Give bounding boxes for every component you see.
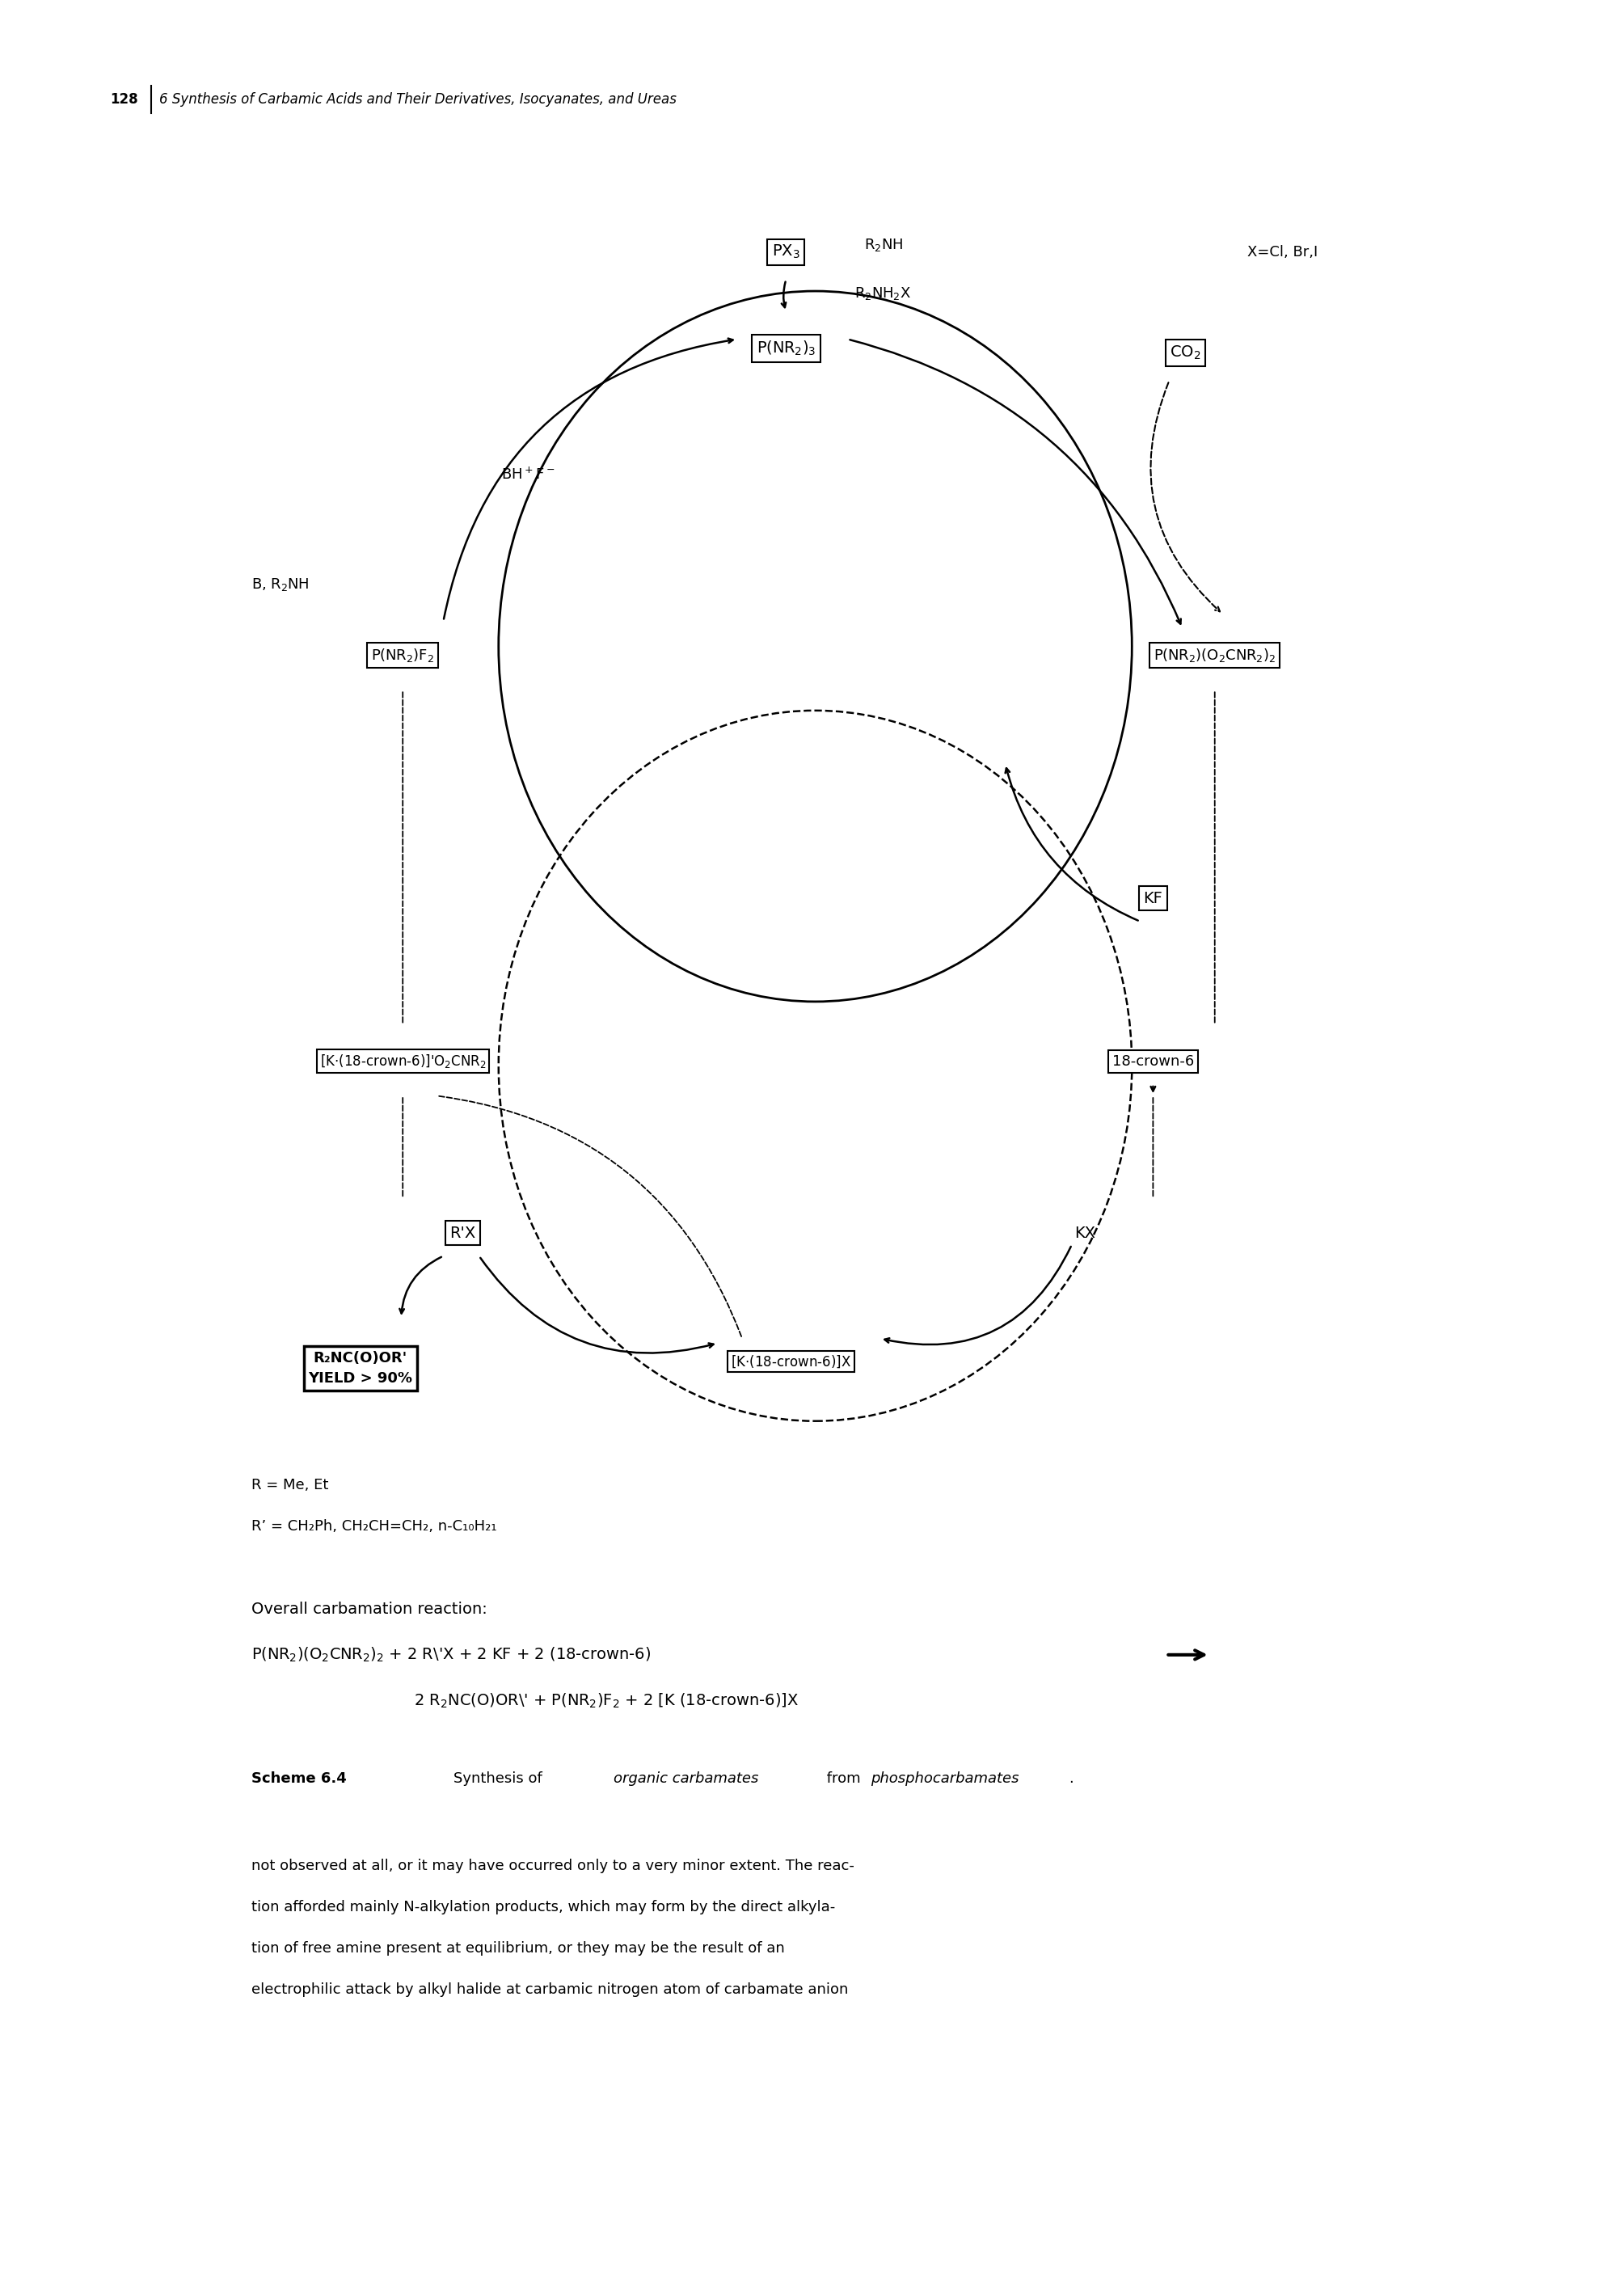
Text: not observed at all, or it may have occurred only to a very minor extent. The re: not observed at all, or it may have occu… <box>252 1859 854 1873</box>
Text: B, R$_2$NH: B, R$_2$NH <box>252 575 310 594</box>
Text: 2 R$_2$NC(O)OR\' + P(NR$_2$)F$_2$ + 2 [K (18-crown-6)]X: 2 R$_2$NC(O)OR\' + P(NR$_2$)F$_2$ + 2 [K… <box>414 1691 799 1710</box>
Text: P(NR$_2$)(O$_2$CNR$_2$)$_2$ + 2 R\'X + 2 KF + 2 (18-crown-6): P(NR$_2$)(O$_2$CNR$_2$)$_2$ + 2 R\'X + 2… <box>252 1646 651 1664</box>
Text: 18-crown-6: 18-crown-6 <box>1112 1054 1194 1068</box>
Text: X=Cl, Br,I: X=Cl, Br,I <box>1247 245 1317 259</box>
Text: electrophilic attack by alkyl halide at carbamic nitrogen atom of carbamate anio: electrophilic attack by alkyl halide at … <box>252 1983 849 1996</box>
Text: P(NR$_2$)$_3$: P(NR$_2$)$_3$ <box>757 339 815 358</box>
Text: organic carbamates: organic carbamates <box>614 1772 758 1785</box>
Text: R$_2$NH: R$_2$NH <box>864 236 903 254</box>
Text: R$_2$NH$_2$X: R$_2$NH$_2$X <box>854 284 911 303</box>
Text: P(NR$_2$)(O$_2$CNR$_2$)$_2$: P(NR$_2$)(O$_2$CNR$_2$)$_2$ <box>1153 646 1276 665</box>
Text: phosphocarbamates: phosphocarbamates <box>870 1772 1018 1785</box>
Text: BH$^+$F$^-$: BH$^+$F$^-$ <box>502 468 554 481</box>
Text: from: from <box>822 1772 866 1785</box>
Text: [K$\cdot$(18-crown-6)]X: [K$\cdot$(18-crown-6)]X <box>731 1355 851 1368</box>
Text: Scheme 6.4: Scheme 6.4 <box>252 1772 348 1785</box>
Text: KF: KF <box>1143 892 1163 905</box>
Text: 6 Synthesis of Carbamic Acids and Their Derivatives, Isocyanates, and Ureas: 6 Synthesis of Carbamic Acids and Their … <box>159 92 677 108</box>
Text: tion afforded mainly N-alkylation products, which may form by the direct alkyla-: tion afforded mainly N-alkylation produc… <box>252 1900 836 1914</box>
Text: PX$_3$: PX$_3$ <box>771 243 801 261</box>
Text: R = Me, Et: R = Me, Et <box>252 1478 328 1492</box>
Text: KX: KX <box>1075 1226 1095 1240</box>
Text: Overall carbamation reaction:: Overall carbamation reaction: <box>252 1602 487 1616</box>
Text: [K$\cdot$(18-crown-6)]'O$_2$CNR$_2$: [K$\cdot$(18-crown-6)]'O$_2$CNR$_2$ <box>320 1052 486 1070</box>
Text: P(NR$_2$)F$_2$: P(NR$_2$)F$_2$ <box>372 646 434 665</box>
Text: R₂NC(O)OR'
YIELD > 90%: R₂NC(O)OR' YIELD > 90% <box>309 1350 412 1387</box>
Text: R'X: R'X <box>450 1226 476 1240</box>
Text: R’ = CH₂Ph, CH₂CH=CH₂, n-C₁₀H₂₁: R’ = CH₂Ph, CH₂CH=CH₂, n-C₁₀H₂₁ <box>252 1520 497 1533</box>
Text: Synthesis of: Synthesis of <box>435 1772 547 1785</box>
Text: .: . <box>1069 1772 1073 1785</box>
Text: 128: 128 <box>110 92 138 108</box>
Text: tion of free amine present at equilibrium, or they may be the result of an: tion of free amine present at equilibriu… <box>252 1941 784 1955</box>
Text: CO$_2$: CO$_2$ <box>1169 344 1202 362</box>
